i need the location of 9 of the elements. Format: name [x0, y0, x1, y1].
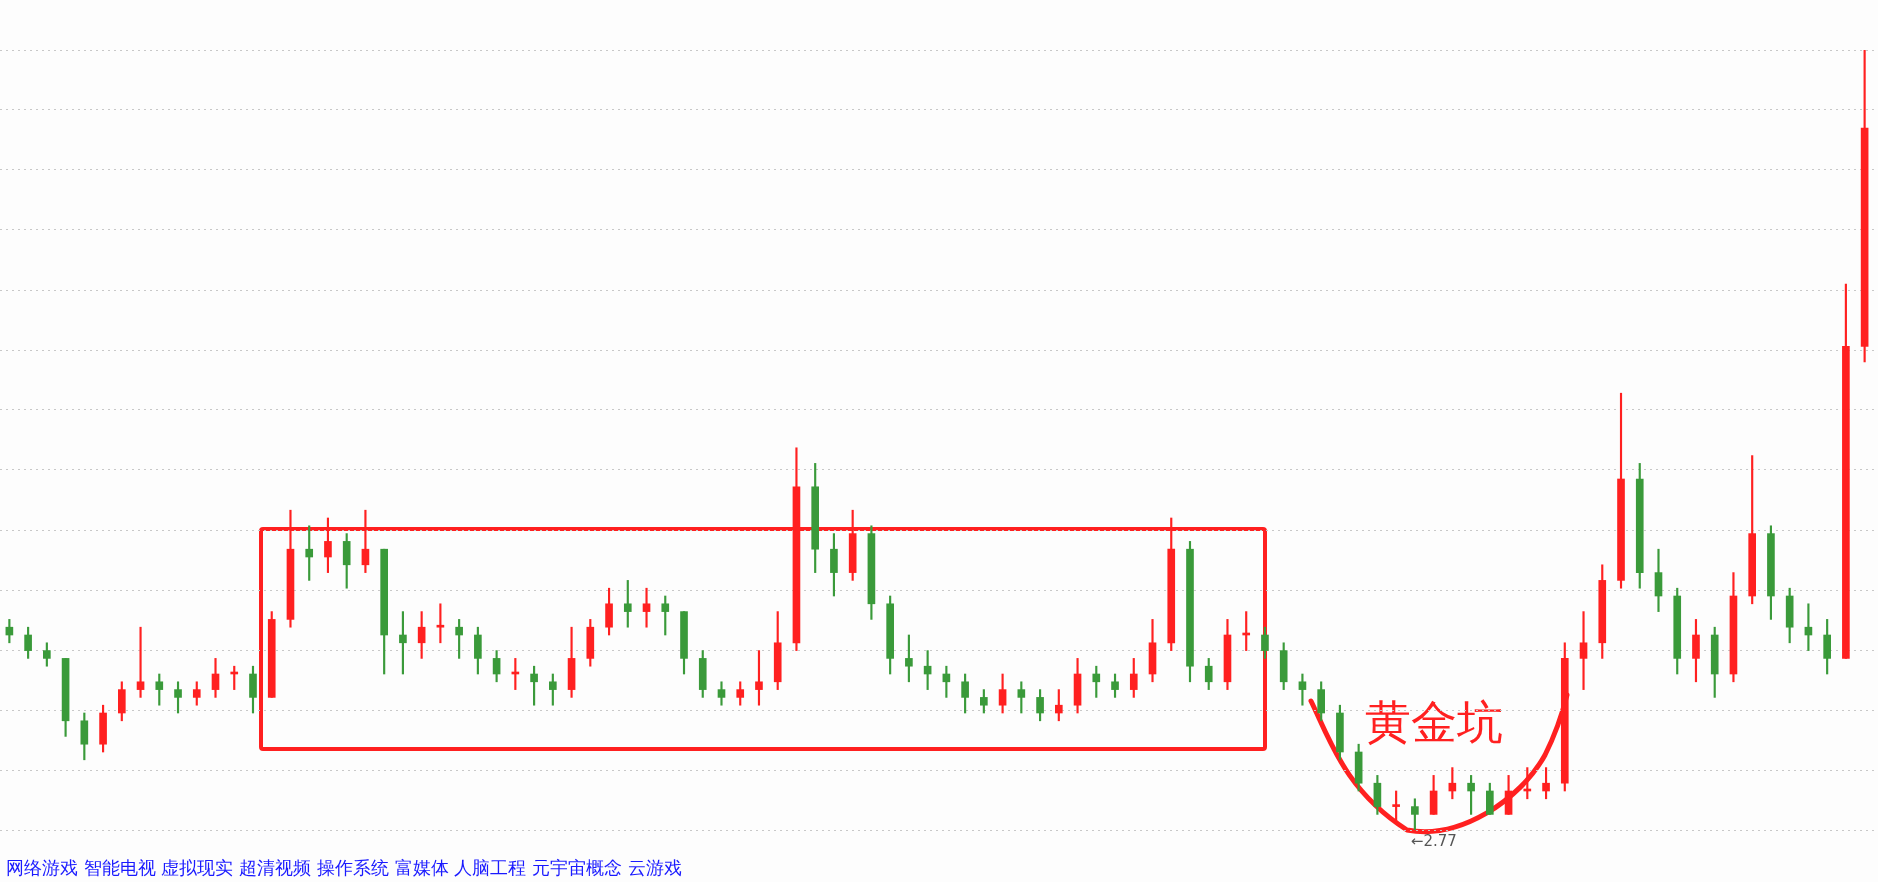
annotation: 黄金坑: [1365, 694, 1503, 751]
candlestick: [1298, 673, 1307, 706]
candlestick: [361, 509, 370, 573]
candlestick: [717, 681, 726, 706]
candlestick: [136, 626, 145, 698]
candlestick: [642, 587, 651, 628]
candlestick: [1579, 611, 1588, 690]
text: ←2.77: [1410, 832, 1457, 850]
text: 网络游戏 智能电视 虚拟现实 超清视频 操作系统 富媒体 人脑工程 元宇宙概念 云游戏: [6, 856, 682, 880]
